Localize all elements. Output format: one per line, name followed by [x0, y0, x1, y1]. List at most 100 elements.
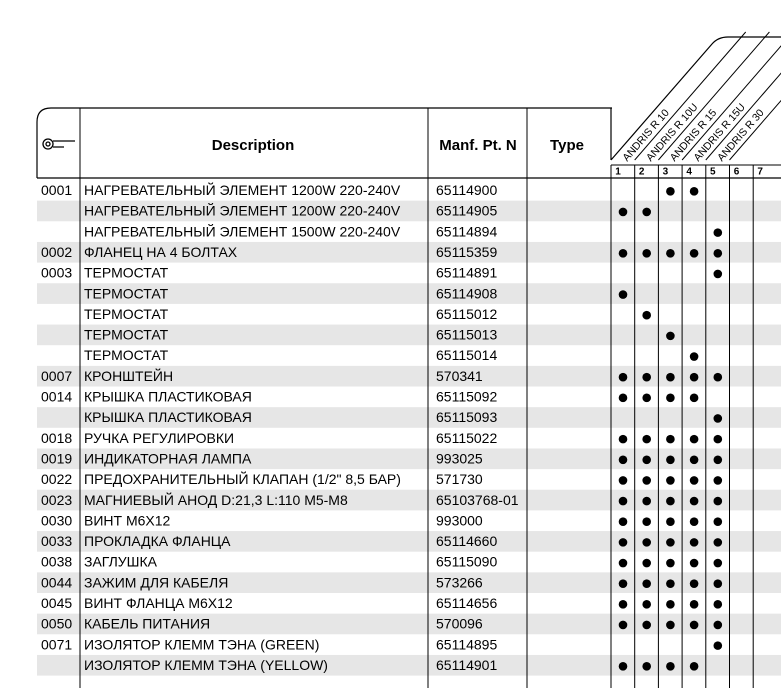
fit-dot: [642, 434, 651, 444]
part-no: 65114660: [436, 533, 497, 549]
fit-dot: [618, 538, 628, 547]
description: МАГНИЕВЫЙ АНОД D:21,3 L:110 M5-M8: [84, 491, 348, 508]
code: 0022: [41, 471, 72, 487]
diag-line: [658, 31, 770, 161]
row-bg: [37, 407, 781, 428]
part-no: 570096: [436, 616, 483, 632]
fit-dot: [642, 620, 651, 630]
fit-dot: [666, 331, 675, 341]
row-bg: [37, 324, 781, 346]
description: РУЧКА РЕГУЛИРОВКИ: [84, 430, 234, 446]
description: ПРОКЛАДКА ФЛАНЦА: [84, 533, 231, 549]
description: КАБЕЛЬ ПИТАНИЯ: [84, 616, 210, 632]
part-no: 65115090: [436, 554, 497, 570]
part-no: 65115359: [436, 244, 497, 260]
fit-dot: [713, 538, 723, 547]
fit-dot: [618, 600, 628, 609]
column-number: 2: [639, 167, 645, 178]
part-no: 65115013: [436, 327, 497, 343]
fit-dot: [618, 661, 628, 671]
part-no: 571730: [436, 471, 483, 487]
fit-dot: [666, 434, 675, 444]
fit-dot: [666, 538, 675, 547]
description: КРЫШКА ПЛАСТИКОВАЯ: [84, 409, 252, 425]
fit-dot: [666, 661, 675, 671]
description: ЗАЖИМ ДЛЯ КАБЕЛЯ: [84, 574, 228, 590]
fit-dot: [642, 476, 651, 485]
description: КРОНШТЕЙН: [84, 367, 173, 384]
row-bg: [37, 365, 781, 387]
diag-line: [681, 45, 781, 161]
description: ТЕРМОСТАТ: [84, 306, 169, 322]
fit-dot: [689, 496, 699, 506]
fit-dot: [689, 620, 699, 630]
fit-dot: [713, 620, 723, 630]
fit-dot: [666, 558, 675, 568]
fit-dot: [713, 228, 723, 237]
fit-dot: [618, 372, 628, 382]
fit-dot: [689, 372, 699, 382]
fit-dot: [689, 661, 699, 671]
part-no: 65114891: [436, 265, 497, 281]
description: ТЕРМОСТАТ: [84, 265, 169, 281]
fit-dot: [666, 372, 675, 382]
fit-dot: [642, 600, 651, 609]
part-no: 993000: [436, 512, 483, 528]
row-bg: [37, 241, 781, 263]
fit-dot: [689, 558, 699, 568]
fit-dot: [618, 558, 628, 568]
code: 0038: [41, 554, 72, 570]
part-no: 573266: [436, 574, 483, 590]
row-bg: [37, 572, 781, 593]
row-bg: [37, 531, 781, 552]
fit-dot: [618, 579, 628, 588]
fit-dot: [713, 414, 723, 423]
fit-dot: [666, 476, 675, 485]
description: ФЛАНЕЦ НА 4 БОЛТАХ: [84, 244, 238, 260]
fit-dot: [642, 372, 651, 382]
fit-dot: [666, 517, 675, 527]
fit-dot: [642, 455, 651, 465]
part-no: 65103768-01: [436, 492, 519, 508]
description: ТЕРМОСТАТ: [84, 347, 169, 363]
part-no: 65114901: [436, 657, 497, 673]
code: 0019: [41, 450, 72, 466]
description: ТЕРМОСТАТ: [84, 285, 169, 301]
part-no: 65115092: [436, 389, 497, 405]
fit-dot: [642, 393, 651, 403]
description: НАГРЕВАТЕЛЬНЫЙ ЭЛЕМЕНТ 1200W 220-240V: [84, 181, 401, 198]
part-no: 65115012: [436, 306, 497, 322]
description: ЗАГЛУШКА: [84, 554, 158, 570]
code: 0014: [41, 389, 72, 405]
fit-dot: [713, 517, 723, 527]
fit-dot: [618, 517, 628, 527]
fit-dot: [689, 248, 699, 258]
part-no: 65114895: [436, 636, 497, 652]
code: 0018: [41, 430, 72, 446]
fit-dot: [618, 434, 628, 444]
part-no-header: Manf. Pt. N: [439, 137, 517, 154]
part-no: 65114894: [436, 223, 497, 239]
code: 0002: [41, 244, 72, 260]
fit-dot: [642, 496, 651, 506]
fit-dot: [689, 187, 699, 196]
fit-dot: [713, 558, 723, 568]
fit-dot: [713, 579, 723, 588]
fit-dot: [689, 352, 699, 361]
row-bg: [37, 613, 781, 635]
part-no: 65115014: [436, 347, 497, 363]
description: ПРЕДОХРАНИТЕЛЬНЫЙ КЛАПАН (1/2" 8,5 БАР): [84, 470, 401, 487]
fit-dot: [666, 393, 675, 403]
fit-dot: [713, 641, 723, 650]
description: ИЗОЛЯТОР КЛЕММ ТЭНА (YELLOW): [84, 657, 328, 673]
fit-dot: [713, 434, 723, 444]
fit-dot: [689, 538, 699, 547]
fit-dot: [642, 248, 651, 258]
key-icon: [42, 138, 75, 150]
fit-dot: [689, 476, 699, 485]
model-header-border: [610, 36, 781, 161]
fit-dot: [713, 600, 723, 609]
description: КРЫШКА ПЛАСТИКОВАЯ: [84, 389, 252, 405]
fit-dot: [618, 248, 628, 258]
fit-dot: [618, 496, 628, 506]
